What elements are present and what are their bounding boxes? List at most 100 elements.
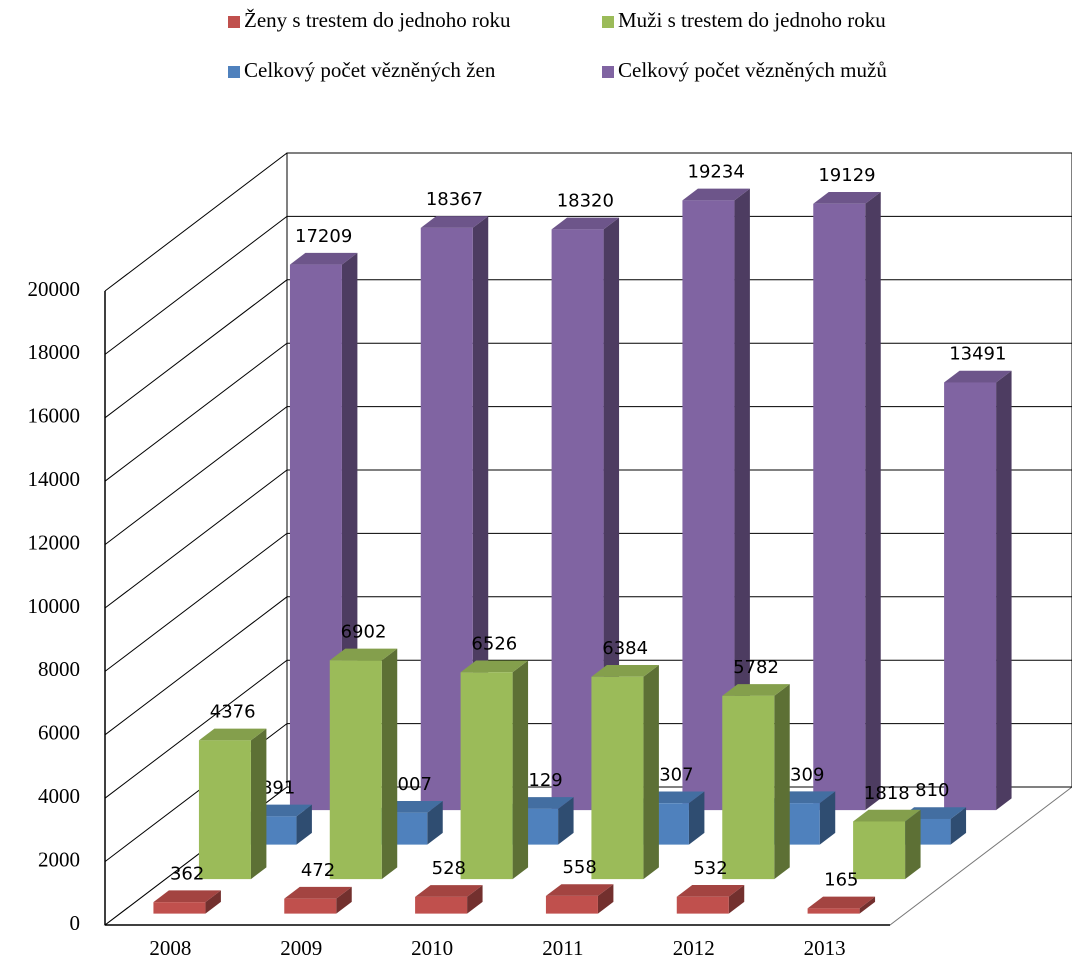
grid-line xyxy=(104,723,1072,862)
bar-side xyxy=(819,791,836,845)
bar-side xyxy=(728,885,745,914)
value-label: 6902 xyxy=(341,622,387,643)
legend-swatch xyxy=(228,16,240,28)
bar-side xyxy=(905,809,921,880)
bar xyxy=(198,740,251,880)
bar-top xyxy=(807,896,876,909)
value-label: 891 xyxy=(261,778,295,799)
value-label: 532 xyxy=(693,858,727,879)
bar xyxy=(284,898,337,914)
y-tick-label: 2000 xyxy=(38,847,80,871)
bar-top xyxy=(853,809,921,822)
bar-top xyxy=(676,885,745,897)
y-tick-label: 20000 xyxy=(28,277,81,301)
y-tick-label: 4000 xyxy=(38,784,80,808)
grid-line xyxy=(104,469,1072,609)
y-tick-label: 10000 xyxy=(28,594,81,618)
value-label: 13491 xyxy=(949,344,1006,365)
value-label: 558 xyxy=(562,857,596,878)
y-tick-label: 0 xyxy=(70,911,81,935)
value-label: 1818 xyxy=(864,783,910,804)
bar-top xyxy=(722,684,790,696)
x-tick-label: 2008 xyxy=(149,936,191,960)
value-label: 5782 xyxy=(733,657,779,678)
bar xyxy=(460,672,513,880)
value-label: 165 xyxy=(824,870,858,891)
bar-side xyxy=(996,370,1012,811)
value-label: 362 xyxy=(170,863,204,884)
legend-label: Celkový počet vězněných mužů xyxy=(618,58,887,82)
y-tick-label: 14000 xyxy=(28,467,81,491)
bar xyxy=(722,695,775,880)
grid-line xyxy=(104,786,1072,926)
bar-side xyxy=(427,800,443,845)
bar xyxy=(591,676,644,880)
value-label: 6526 xyxy=(471,634,517,655)
bar-side xyxy=(859,896,876,914)
bar-top xyxy=(284,886,352,899)
grid-line xyxy=(104,215,1072,355)
bar-side xyxy=(643,665,659,880)
bar-top xyxy=(460,660,529,673)
bar-top xyxy=(198,728,267,741)
bar-side xyxy=(597,884,614,914)
bar-side xyxy=(688,791,705,845)
bar-side xyxy=(512,660,529,880)
bar-side xyxy=(467,885,483,914)
grid-line xyxy=(104,406,1072,545)
bar-top xyxy=(545,884,614,896)
legend-swatch xyxy=(228,66,240,78)
value-label: 4376 xyxy=(210,702,256,723)
x-tick-label: 2012 xyxy=(673,936,715,960)
bar-side xyxy=(336,886,352,914)
legend-label: Celkový počet vězněných žen xyxy=(244,58,496,82)
bar xyxy=(545,895,598,914)
bar xyxy=(153,902,206,914)
x-tick-label: 2010 xyxy=(411,936,453,960)
bar-side xyxy=(950,807,967,845)
bar xyxy=(329,660,382,880)
y-tick-label: 6000 xyxy=(38,721,80,745)
bar xyxy=(415,896,468,914)
bar-side xyxy=(865,191,881,811)
value-label: 19129 xyxy=(818,165,875,186)
bar xyxy=(807,908,860,914)
legend-label: Ženy s trestem do jednoho roku xyxy=(244,8,511,32)
grid-line xyxy=(104,279,1072,419)
legend-label: Muži s trestem do jednoho roku xyxy=(618,8,886,32)
value-label: 1129 xyxy=(517,770,563,791)
bar xyxy=(853,821,906,880)
bar-top xyxy=(153,890,221,903)
bar-side xyxy=(558,797,574,845)
bar-side xyxy=(774,684,790,880)
value-label: 528 xyxy=(432,858,466,879)
bar-top xyxy=(944,370,1012,383)
value-label: 19234 xyxy=(688,162,745,183)
y-tick-label: 8000 xyxy=(38,657,80,681)
bar-side xyxy=(734,188,750,811)
value-label: 1007 xyxy=(386,774,432,795)
value-label: 810 xyxy=(915,780,949,801)
bar-top xyxy=(289,252,358,265)
legend-swatch xyxy=(602,16,614,28)
x-tick-label: 2011 xyxy=(542,936,583,960)
bar-top xyxy=(420,216,489,228)
bar xyxy=(944,382,997,811)
bar xyxy=(676,896,729,914)
grid-line xyxy=(104,152,1072,292)
grid-line xyxy=(104,596,1072,736)
bar-side xyxy=(205,890,221,914)
x-tick-label: 2013 xyxy=(804,936,846,960)
legend-swatch xyxy=(602,66,614,78)
grid-line xyxy=(104,342,1072,482)
value-label: 1307 xyxy=(648,764,694,785)
bar-side xyxy=(250,728,267,880)
bar-side xyxy=(381,648,398,880)
bar-side xyxy=(296,804,312,845)
value-label: 18320 xyxy=(557,191,614,212)
bar xyxy=(813,203,866,811)
bar-top xyxy=(591,665,659,677)
value-label: 18367 xyxy=(426,189,483,210)
y-tick-label: 16000 xyxy=(28,404,81,428)
